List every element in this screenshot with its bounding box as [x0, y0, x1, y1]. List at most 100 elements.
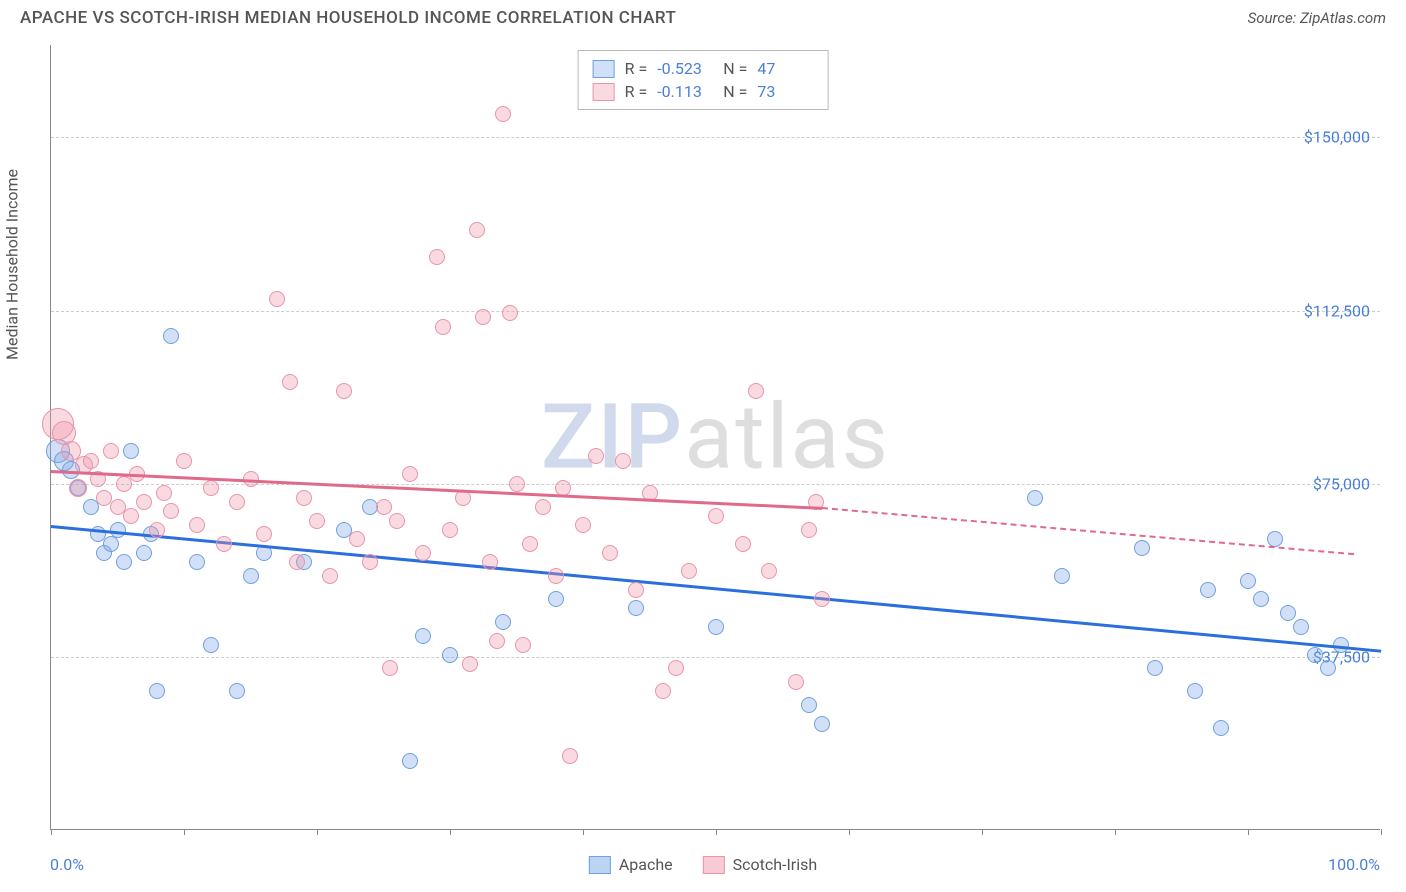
data-point[interactable]: [123, 508, 139, 524]
data-point[interactable]: [402, 753, 418, 769]
data-point[interactable]: [509, 476, 525, 492]
data-point[interactable]: [229, 494, 245, 510]
data-point[interactable]: [189, 517, 205, 533]
data-point[interactable]: [256, 526, 272, 542]
data-point[interactable]: [748, 383, 764, 399]
data-point[interactable]: [349, 531, 365, 547]
legend-swatch: [703, 856, 725, 874]
data-point[interactable]: [382, 660, 398, 676]
data-point[interactable]: [216, 536, 232, 552]
data-point[interactable]: [1213, 720, 1229, 736]
data-point[interactable]: [116, 554, 132, 570]
data-point[interactable]: [548, 568, 564, 584]
data-point[interactable]: [1240, 573, 1256, 589]
data-point[interactable]: [163, 328, 179, 344]
data-point[interactable]: [681, 563, 697, 579]
data-point[interactable]: [289, 554, 305, 570]
data-point[interactable]: [149, 683, 165, 699]
y-tick-label: $150,000: [1304, 128, 1370, 147]
data-point[interactable]: [1293, 619, 1309, 635]
data-point[interactable]: [788, 674, 804, 690]
data-point[interactable]: [296, 490, 312, 506]
legend-swatch: [593, 60, 615, 78]
data-point[interactable]: [761, 563, 777, 579]
data-point[interactable]: [801, 697, 817, 713]
data-point[interactable]: [429, 249, 445, 265]
data-point[interactable]: [615, 453, 631, 469]
source-attribution: Source: ZipAtlas.com: [1248, 9, 1386, 27]
data-point[interactable]: [462, 656, 478, 672]
data-point[interactable]: [495, 106, 511, 122]
data-point[interactable]: [515, 637, 531, 653]
data-point[interactable]: [435, 319, 451, 335]
data-point[interactable]: [1134, 540, 1150, 556]
data-point[interactable]: [336, 383, 352, 399]
data-point[interactable]: [735, 536, 751, 552]
data-point[interactable]: [1253, 591, 1269, 607]
data-point[interactable]: [69, 479, 87, 497]
data-point[interactable]: [309, 513, 325, 529]
data-point[interactable]: [282, 374, 298, 390]
data-point[interactable]: [415, 628, 431, 644]
data-point[interactable]: [548, 591, 564, 607]
data-point[interactable]: [1187, 683, 1203, 699]
data-point[interactable]: [475, 309, 491, 325]
data-point[interactable]: [602, 545, 618, 561]
data-point[interactable]: [442, 647, 458, 663]
data-point[interactable]: [376, 499, 392, 515]
data-point[interactable]: [668, 660, 684, 676]
data-point[interactable]: [1200, 582, 1216, 598]
data-point[interactable]: [814, 591, 830, 607]
data-point[interactable]: [489, 633, 505, 649]
data-point[interactable]: [203, 637, 219, 653]
data-point[interactable]: [415, 545, 431, 561]
data-point[interactable]: [575, 517, 591, 533]
data-point[interactable]: [495, 614, 511, 630]
data-point[interactable]: [149, 522, 165, 538]
data-point[interactable]: [535, 499, 551, 515]
data-point[interactable]: [156, 485, 172, 501]
data-point[interactable]: [801, 522, 817, 538]
data-point[interactable]: [708, 508, 724, 524]
data-point[interactable]: [243, 568, 259, 584]
legend-row: R = -0.523N = 47: [593, 57, 814, 80]
data-point[interactable]: [588, 448, 604, 464]
data-point[interactable]: [502, 305, 518, 321]
legend-item: Apache: [589, 855, 673, 874]
data-point[interactable]: [469, 222, 485, 238]
data-point[interactable]: [176, 453, 192, 469]
data-point[interactable]: [322, 568, 338, 584]
data-point[interactable]: [136, 545, 152, 561]
data-point[interactable]: [655, 683, 671, 699]
data-point[interactable]: [562, 748, 578, 764]
data-point[interactable]: [442, 522, 458, 538]
data-point[interactable]: [628, 582, 644, 598]
data-point[interactable]: [229, 683, 245, 699]
data-point[interactable]: [1027, 490, 1043, 506]
data-point[interactable]: [814, 716, 830, 732]
data-point[interactable]: [522, 536, 538, 552]
data-point[interactable]: [389, 513, 405, 529]
data-point[interactable]: [189, 554, 205, 570]
legend-n-label: N =: [723, 82, 747, 101]
watermark-zip: ZIP: [541, 385, 684, 490]
data-point[interactable]: [1054, 568, 1070, 584]
data-point[interactable]: [708, 619, 724, 635]
data-point[interactable]: [628, 600, 644, 616]
data-point[interactable]: [83, 453, 99, 469]
data-point[interactable]: [103, 536, 119, 552]
data-point[interactable]: [1320, 660, 1336, 676]
data-point[interactable]: [1147, 660, 1163, 676]
data-point[interactable]: [402, 466, 418, 482]
data-point[interactable]: [1267, 531, 1283, 547]
data-point[interactable]: [163, 503, 179, 519]
data-point[interactable]: [269, 291, 285, 307]
data-point[interactable]: [136, 494, 152, 510]
data-point[interactable]: [482, 554, 498, 570]
data-point[interactable]: [203, 480, 219, 496]
data-point[interactable]: [103, 443, 119, 459]
data-point[interactable]: [362, 554, 378, 570]
data-point[interactable]: [1307, 647, 1323, 663]
data-point[interactable]: [1280, 605, 1296, 621]
data-point[interactable]: [123, 443, 139, 459]
